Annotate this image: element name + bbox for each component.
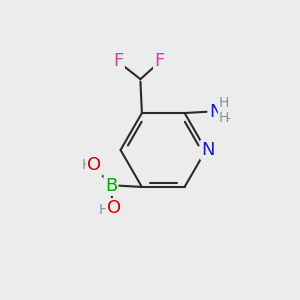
Text: H: H [82, 158, 92, 172]
Text: N: N [209, 103, 222, 121]
Text: ·: · [106, 200, 112, 218]
Text: B: B [105, 176, 117, 194]
Text: -: - [227, 113, 231, 123]
Text: H: H [219, 111, 229, 125]
Text: O: O [87, 157, 101, 175]
Text: N: N [202, 141, 215, 159]
Text: H: H [98, 202, 109, 217]
Text: H: H [219, 96, 229, 110]
Text: O: O [107, 200, 121, 217]
Text: F: F [154, 52, 165, 70]
Text: ·: · [88, 155, 93, 173]
Text: F: F [113, 52, 124, 70]
